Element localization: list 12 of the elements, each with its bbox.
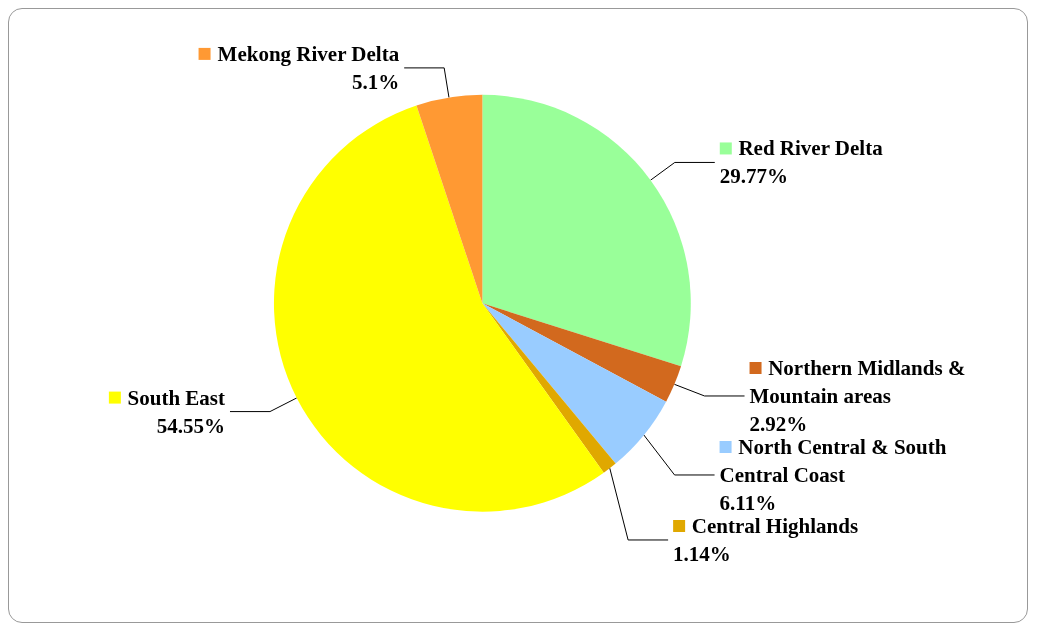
data-label: 6.11% (719, 490, 777, 515)
legend-label: South East (127, 385, 225, 410)
legend-label: Central Highlands (691, 513, 859, 538)
legend-label: Mekong River Delta (217, 41, 400, 66)
data-label: 5.1% (351, 69, 400, 94)
legend-label: Red River Delta (738, 136, 884, 161)
data-label: 1.14% (673, 541, 731, 566)
legend-label: North Central & South Central Coast (719, 434, 947, 487)
data-label: 54.55% (156, 413, 225, 438)
data-label: 2.92% (749, 411, 808, 436)
data-label: 29.77% (719, 164, 789, 189)
legend-label: Northern Midlands & Mountain areas (749, 355, 966, 408)
